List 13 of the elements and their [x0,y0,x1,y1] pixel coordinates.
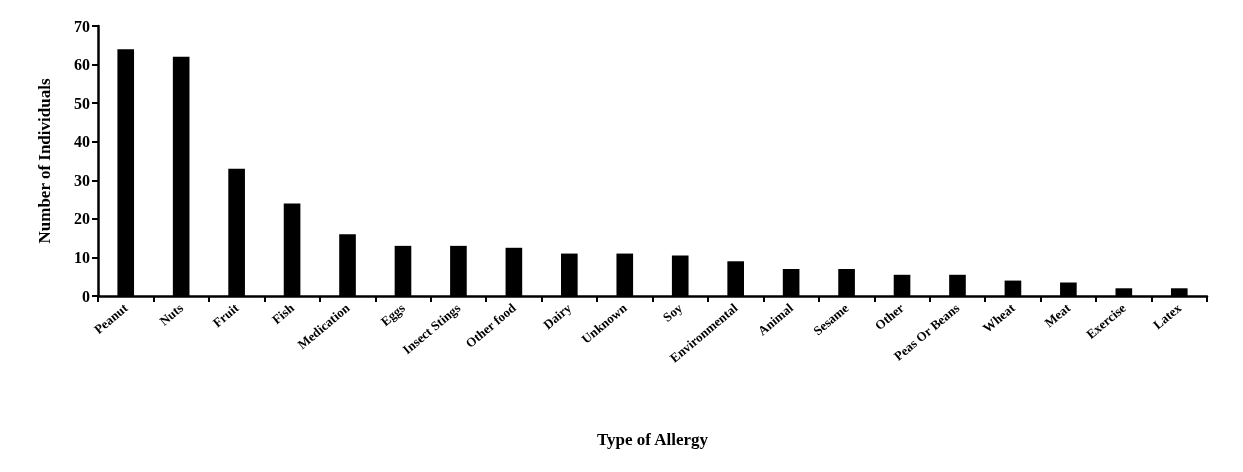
y-tick-label: 20 [74,210,90,228]
y-axis-title: Number of Individuals [35,78,54,244]
y-tick-label: 50 [74,94,90,112]
x-tick-label: Eggs [377,300,408,329]
y-tick-label: 60 [74,56,90,74]
y-tick-label: 10 [74,248,90,266]
y-tick-label: 30 [74,171,90,189]
x-tick-label: Nuts [156,300,186,329]
y-tick-label: 0 [82,287,90,305]
y-tick-label: 40 [74,133,90,151]
x-axis-title: Type of Allergy [596,430,709,449]
x-tick-label: Fish [268,299,298,328]
y-tick-label: 70 [74,17,90,35]
